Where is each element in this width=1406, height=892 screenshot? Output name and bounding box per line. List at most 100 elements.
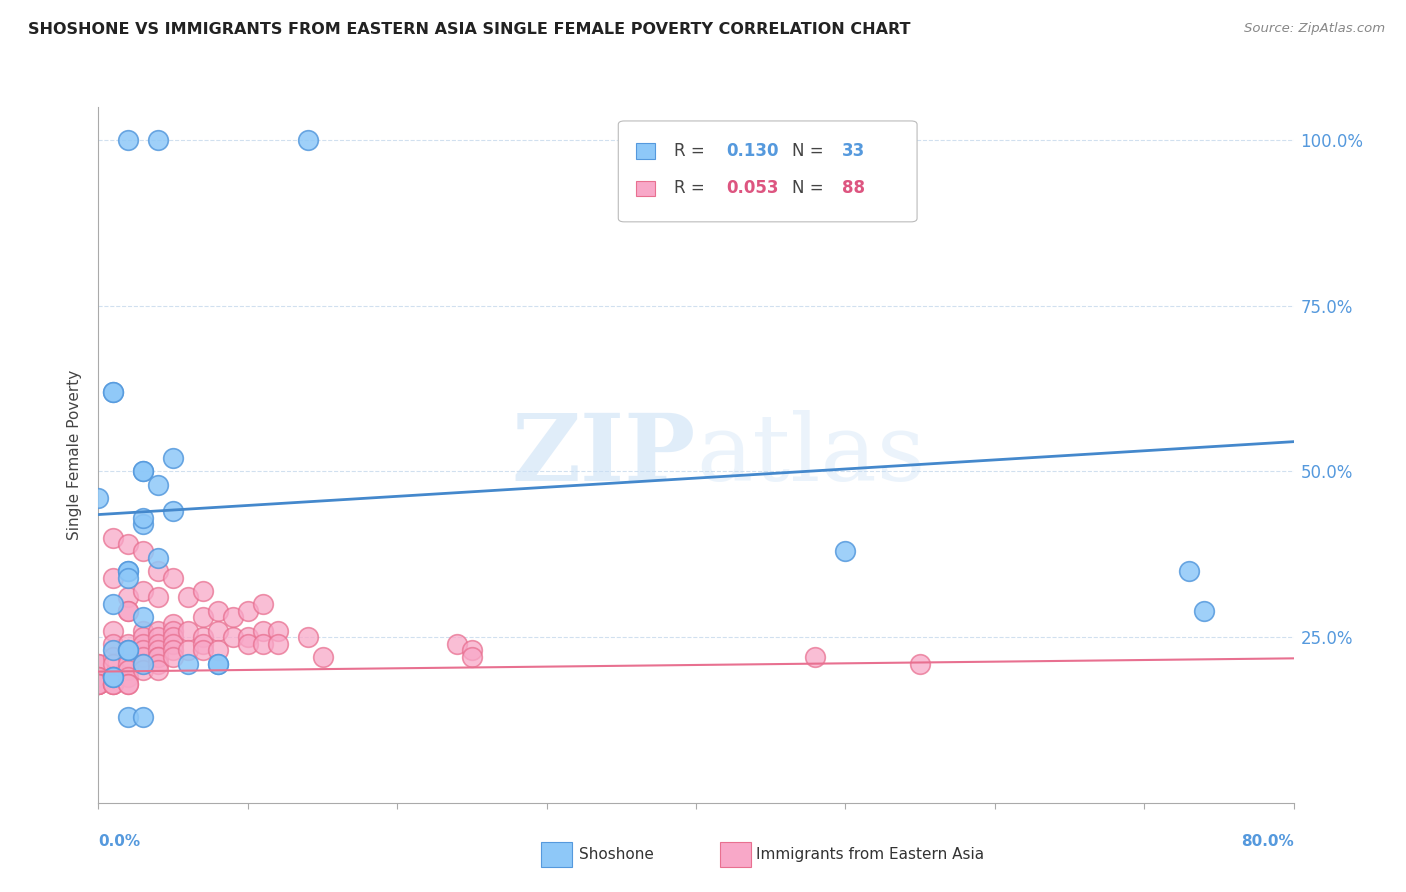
Point (103, 670, 125, 684)
Text: 88: 88 (842, 179, 865, 197)
Point (87, 676, 110, 690)
Point (132, 465, 155, 479)
Point (236, 637, 259, 651)
Point (103, 597, 125, 611)
Point (267, 624, 290, 638)
Point (162, 616, 184, 631)
Point (117, 643, 139, 657)
Point (252, 637, 274, 651)
Point (132, 657, 155, 671)
Point (132, 583, 155, 598)
Point (236, 630, 259, 644)
Point (117, 676, 139, 690)
Point (207, 624, 229, 638)
Point (103, 384, 125, 399)
Point (148, 133, 170, 147)
Point (87, 670, 110, 684)
Point (162, 451, 184, 466)
Point (252, 597, 274, 611)
Text: R =: R = (675, 142, 710, 160)
Point (148, 550, 170, 565)
Point (834, 544, 856, 558)
Point (87, 670, 110, 684)
Text: 0.053: 0.053 (725, 179, 779, 197)
Point (103, 676, 125, 690)
Point (103, 624, 125, 638)
Point (148, 591, 170, 605)
Point (207, 657, 229, 671)
Point (132, 663, 155, 677)
Point (148, 477, 170, 491)
Point (222, 610, 245, 624)
Point (132, 643, 155, 657)
Point (148, 650, 170, 665)
Point (87, 657, 110, 671)
Point (252, 624, 274, 638)
Point (117, 604, 139, 618)
FancyBboxPatch shape (637, 181, 655, 196)
Point (177, 624, 200, 638)
Point (207, 643, 229, 657)
Point (191, 643, 214, 657)
Point (162, 637, 184, 651)
Point (117, 657, 139, 671)
Point (103, 670, 125, 684)
Point (117, 676, 139, 690)
Text: Source: ZipAtlas.com: Source: ZipAtlas.com (1244, 22, 1385, 36)
Point (148, 650, 170, 665)
Point (87, 676, 110, 690)
Point (87, 491, 110, 505)
Point (117, 650, 139, 665)
Point (103, 384, 125, 399)
Point (117, 670, 139, 684)
Point (87, 657, 110, 671)
Point (87, 676, 110, 690)
Point (162, 624, 184, 638)
Point (103, 670, 125, 684)
Point (117, 564, 139, 578)
Point (1192, 604, 1215, 618)
Point (117, 663, 139, 677)
Point (103, 676, 125, 690)
Point (461, 643, 484, 657)
Text: R =: R = (675, 179, 710, 197)
Point (177, 643, 200, 657)
Point (132, 709, 155, 723)
Point (804, 650, 827, 665)
FancyBboxPatch shape (619, 121, 917, 222)
Point (103, 637, 125, 651)
Point (132, 610, 155, 624)
Point (132, 630, 155, 644)
Point (207, 604, 229, 618)
Point (148, 630, 170, 644)
Point (103, 570, 125, 584)
Point (103, 657, 125, 671)
Point (191, 610, 214, 624)
Point (132, 657, 155, 671)
Text: Immigrants from Eastern Asia: Immigrants from Eastern Asia (756, 847, 984, 862)
Text: ZIP: ZIP (512, 410, 696, 500)
Point (1178, 564, 1201, 578)
Point (87, 670, 110, 684)
Point (162, 643, 184, 657)
Point (117, 570, 139, 584)
Point (311, 650, 333, 665)
Point (236, 604, 259, 618)
Point (103, 650, 125, 665)
Point (297, 630, 319, 644)
Point (162, 630, 184, 644)
Point (162, 650, 184, 665)
Point (117, 709, 139, 723)
Text: SHOSHONE VS IMMIGRANTS FROM EASTERN ASIA SINGLE FEMALE POVERTY CORRELATION CHART: SHOSHONE VS IMMIGRANTS FROM EASTERN ASIA… (28, 22, 911, 37)
Point (148, 643, 170, 657)
Point (103, 676, 125, 690)
Point (191, 630, 214, 644)
Point (191, 637, 214, 651)
Point (148, 637, 170, 651)
Point (132, 465, 155, 479)
Point (461, 650, 484, 665)
Text: 0.0%: 0.0% (98, 834, 141, 849)
Point (446, 637, 468, 651)
Text: N =: N = (792, 179, 828, 197)
Point (117, 643, 139, 657)
